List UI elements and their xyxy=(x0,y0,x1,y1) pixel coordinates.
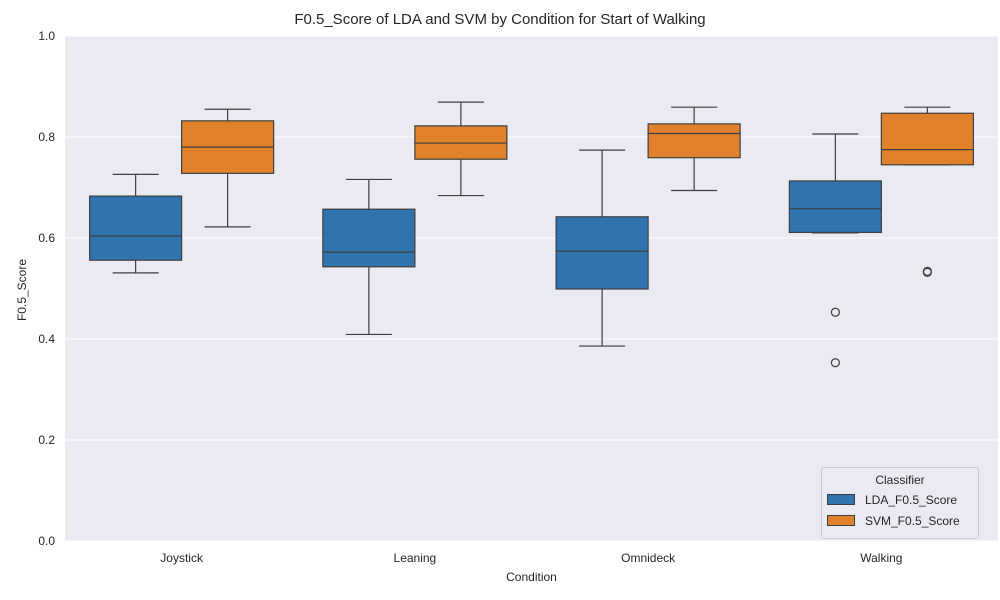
y-tick-label: 0.0 xyxy=(38,534,55,548)
legend-title: Classifier xyxy=(875,473,925,487)
x-axis-label: Condition xyxy=(506,570,557,584)
y-tick-label: 0.2 xyxy=(38,433,55,447)
legend-label-svm: SVM_F0.5_Score xyxy=(865,513,960,528)
y-tick-label: 1.0 xyxy=(38,29,55,43)
box xyxy=(322,208,416,268)
y-axis-label: F0.5_Score xyxy=(15,258,29,322)
y-tick-label: 0.4 xyxy=(38,332,55,346)
y-tick-label: 0.8 xyxy=(38,130,55,144)
x-tick-label: Omnideck xyxy=(621,551,676,565)
y-tick-label: 0.6 xyxy=(38,231,55,245)
chart-title: F0.5_Score of LDA and SVM by Condition f… xyxy=(294,11,706,28)
plot-area xyxy=(65,36,998,541)
legend-item-lda: LDA_F0.5_Score xyxy=(822,489,978,510)
box xyxy=(89,195,183,261)
legend-swatch-svm xyxy=(827,515,855,526)
x-tick-label: Joystick xyxy=(160,551,204,565)
legend-item-svm: SVM_F0.5_Score xyxy=(822,510,978,531)
legend-swatch-lda xyxy=(827,494,855,505)
legend-label-lda: LDA_F0.5_Score xyxy=(865,492,958,507)
x-tick-label: Walking xyxy=(860,551,902,565)
box xyxy=(880,112,974,166)
legend: Classifier LDA_F0.5_Score SVM_F0.5_Score xyxy=(821,467,979,539)
outlier-point xyxy=(922,267,932,277)
outlier-point xyxy=(830,358,840,368)
outlier-point xyxy=(830,307,840,317)
box xyxy=(788,180,882,234)
x-tick-label: Leaning xyxy=(394,551,437,565)
box xyxy=(647,123,741,159)
box xyxy=(555,216,649,290)
